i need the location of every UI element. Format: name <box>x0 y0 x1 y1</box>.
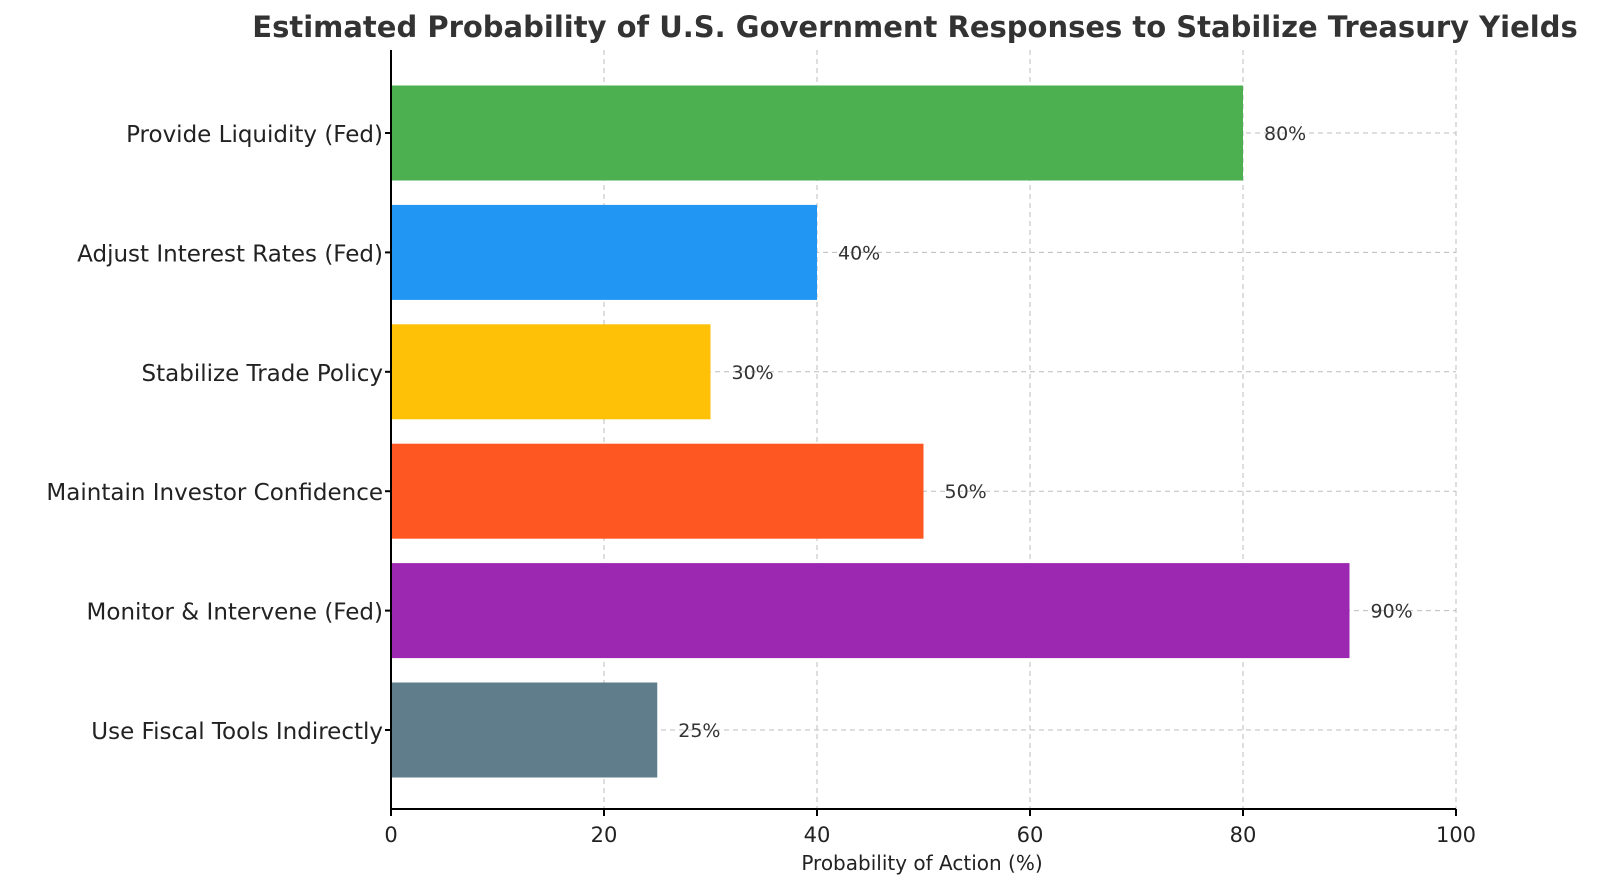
bar <box>391 324 711 420</box>
bar-value-label: 50% <box>945 481 987 503</box>
chart-title: Estimated Probability of U.S. Government… <box>252 10 1577 44</box>
x-tick-label: 40 <box>804 823 831 847</box>
labels-layer: 80% Provide Liquidity (Fed) 40% Adjust Inte… <box>46 122 1412 745</box>
x-tick-label: 100 <box>1436 823 1476 847</box>
bar-value-label: 30% <box>732 362 774 384</box>
category-label: Provide Liquidity (Fed) <box>126 122 383 148</box>
axes-layer: 0 20 40 60 80 100 <box>384 50 1476 847</box>
bar <box>391 682 658 778</box>
bar <box>391 563 1350 659</box>
category-label: Adjust Interest Rates (Fed) <box>77 241 383 267</box>
bar-value-label: 80% <box>1264 123 1306 145</box>
category-label: Maintain Investor Confidence <box>46 480 383 506</box>
x-tick-label: 80 <box>1230 823 1257 847</box>
bar-value-label: 40% <box>838 242 880 264</box>
x-tick-label: 60 <box>1017 823 1044 847</box>
category-label: Use Fiscal Tools Indirectly <box>91 719 383 745</box>
bars-layer <box>391 85 1350 778</box>
x-tick-label: 0 <box>384 823 397 847</box>
category-label: Monitor & Intervene (Fed) <box>87 600 383 626</box>
x-axis-label: Probability of Action (%) <box>801 851 1042 875</box>
category-label: Stabilize Trade Policy <box>142 361 383 387</box>
bar-value-label: 90% <box>1371 601 1413 623</box>
bar <box>391 204 817 300</box>
bar <box>391 443 924 539</box>
bar-value-label: 25% <box>678 720 720 742</box>
bar <box>391 85 1243 181</box>
x-tick-label: 20 <box>591 823 618 847</box>
